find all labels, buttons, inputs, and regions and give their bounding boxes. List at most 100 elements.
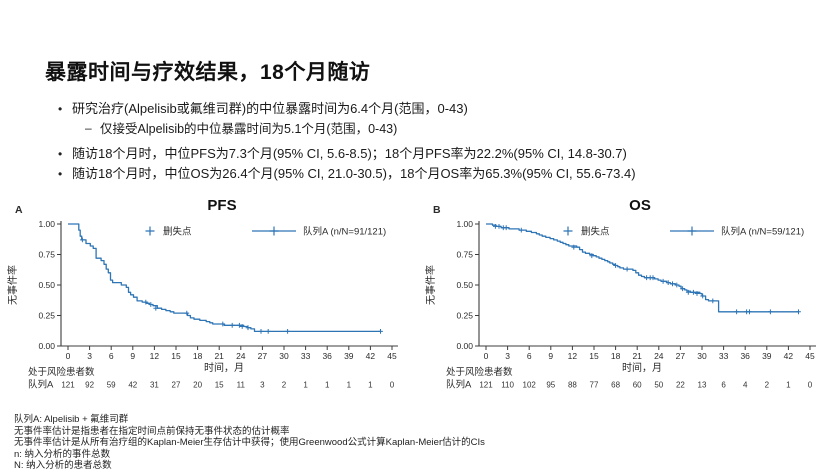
panel-letter: B: [433, 204, 441, 216]
censor-mark: [80, 237, 85, 243]
risk-count: 3: [260, 381, 265, 390]
risk-count: 0: [390, 381, 395, 390]
legend-series-label: 队列A (n/N=59/121): [721, 226, 804, 238]
censor-mark: [650, 275, 656, 281]
legend-series-label: 队列A (n/N=91/121): [303, 226, 386, 238]
censor-mark: [237, 322, 242, 328]
censor-mark: [589, 253, 595, 259]
x-tick-label: 24: [236, 351, 246, 361]
km-curve: [68, 223, 382, 333]
x-tick-label: 15: [589, 351, 599, 361]
y-tick-label: 0.50: [456, 280, 473, 290]
x-tick-label: 39: [762, 351, 772, 361]
footnote-line: N: 纳入分析的患者总数: [14, 460, 112, 472]
risk-count: 50: [654, 381, 663, 390]
x-tick-label: 12: [568, 351, 578, 361]
x-tick-label: 3: [87, 351, 92, 361]
bullet-item: 随访18个月时，中位OS为26.4个月(95% CI, 21.0-30.5)，1…: [57, 166, 825, 182]
y-tick-label: 0.25: [38, 311, 55, 321]
risk-count: 2: [282, 381, 287, 390]
os-km-svg: B OS0.000.250.500.751.000 3 6 9 12 15 18 21 24 27 3…: [424, 197, 816, 391]
bullet-item: 随访18个月时，中位PFS为7.3个月(95% CI, 5.6-8.5)；18个…: [57, 146, 825, 162]
footnote-line: 无事件率估计是从所有治疗组的Kaplan-Meier生存估计中获得；使用Gree…: [14, 437, 485, 449]
censor-mark: [496, 224, 502, 229]
x-tick-label: 45: [805, 351, 815, 361]
censor-mark: [518, 227, 524, 233]
risk-count: 121: [479, 381, 493, 390]
censor-mark: [245, 325, 251, 331]
risk-count: 1: [368, 381, 373, 390]
censor-plus-icon: [563, 226, 573, 236]
censor-mark: [624, 266, 630, 272]
x-tick-label: 3: [505, 351, 510, 361]
bullet-list: 研究治疗(Alpelisib或氟维司群)的中位暴露时间为6.4个月(范围，0-4…: [57, 101, 825, 186]
y-tick-label: 0.75: [456, 250, 473, 260]
risk-count: 27: [172, 381, 181, 390]
censor-mark: [694, 291, 700, 296]
x-tick-label: 30: [697, 351, 707, 361]
risk-count: 1: [786, 381, 791, 390]
censor-mark: [220, 321, 226, 327]
x-tick-label: 21: [214, 351, 224, 361]
censor-mark: [239, 324, 245, 329]
legend-series-plus-icon: [269, 226, 279, 236]
x-tick-label: 36: [740, 351, 750, 361]
x-axis-label: 时间，月: [622, 361, 662, 374]
x-tick-label: 33: [301, 351, 311, 361]
risk-count: 42: [128, 381, 137, 390]
risk-count: 13: [698, 381, 707, 390]
risk-count: 110: [501, 381, 514, 390]
x-tick-label: 15: [171, 351, 181, 361]
risk-count: 1: [303, 381, 308, 390]
risk-count: 0: [808, 381, 813, 390]
risk-count: 68: [611, 381, 620, 390]
chart-title: OS: [629, 197, 651, 214]
x-tick-label: 6: [527, 351, 532, 361]
x-tick-label: 9: [548, 351, 553, 361]
censor-mark: [148, 302, 154, 307]
y-tick-label: 0.00: [456, 341, 473, 351]
censor-mark: [378, 329, 383, 334]
risk-count: 15: [215, 381, 224, 390]
y-tick-label: 0.75: [38, 250, 55, 260]
charts-row: A PFS 0.00 0.25 0.50 0.75 1.00 0 3 6 9 12 15 18 21 24 27…: [0, 195, 837, 400]
footnote-line: n: 纳入分析的事件总数: [14, 448, 111, 460]
risk-row-label: 队列A: [446, 379, 472, 391]
x-tick-label: 0: [484, 351, 489, 361]
censor-mark: [691, 289, 696, 295]
bullet-item: 仅接受Alpelisib的中位暴露时间为5.1个月(范围，0-43): [57, 120, 825, 137]
risk-count: 92: [85, 381, 94, 390]
censor-mark: [674, 282, 680, 288]
risk-count: 121: [61, 381, 75, 390]
x-tick-label: 45: [387, 351, 397, 361]
risk-count: 31: [150, 381, 159, 390]
pfs-chart-panel: A PFS 0.00 0.25 0.50 0.75 1.00 0 3 6 9 12 15 18 21 24 27…: [2, 195, 414, 400]
censor-mark: [153, 305, 159, 311]
risk-count: 1: [325, 381, 330, 390]
censor-mark: [747, 309, 752, 315]
censor-mark: [571, 244, 577, 250]
slide-title: 暴露时间与疗效结果，18个月随访: [45, 61, 371, 84]
censor-mark: [265, 329, 271, 334]
x-tick-label: 9: [130, 351, 135, 361]
risk-row-label: 队列A: [28, 379, 54, 391]
censor-mark: [258, 329, 264, 334]
km-curve: [486, 223, 800, 313]
risk-count: 20: [193, 381, 202, 390]
x-tick-label: 42: [366, 351, 376, 361]
censor-mark: [665, 280, 671, 285]
x-tick-label: 18: [611, 351, 621, 361]
risk-count: 2: [765, 381, 770, 390]
x-tick-label: 36: [322, 351, 332, 361]
os-chart-panel: B OS 0.00 0.25 0.50 0.75 1.00 0 3 6 9 12 15 18 21 24 27 3…: [420, 195, 832, 400]
x-tick-label: 12: [150, 351, 160, 361]
censor-mark: [768, 309, 773, 315]
y-tick-label: 1.00: [38, 219, 55, 229]
risk-count: 6: [721, 381, 726, 390]
risk-count: 60: [633, 381, 642, 390]
censor-mark: [143, 299, 149, 305]
x-tick-label: 42: [784, 351, 794, 361]
risk-count: 22: [676, 381, 685, 390]
risk-count: 1: [347, 381, 352, 390]
